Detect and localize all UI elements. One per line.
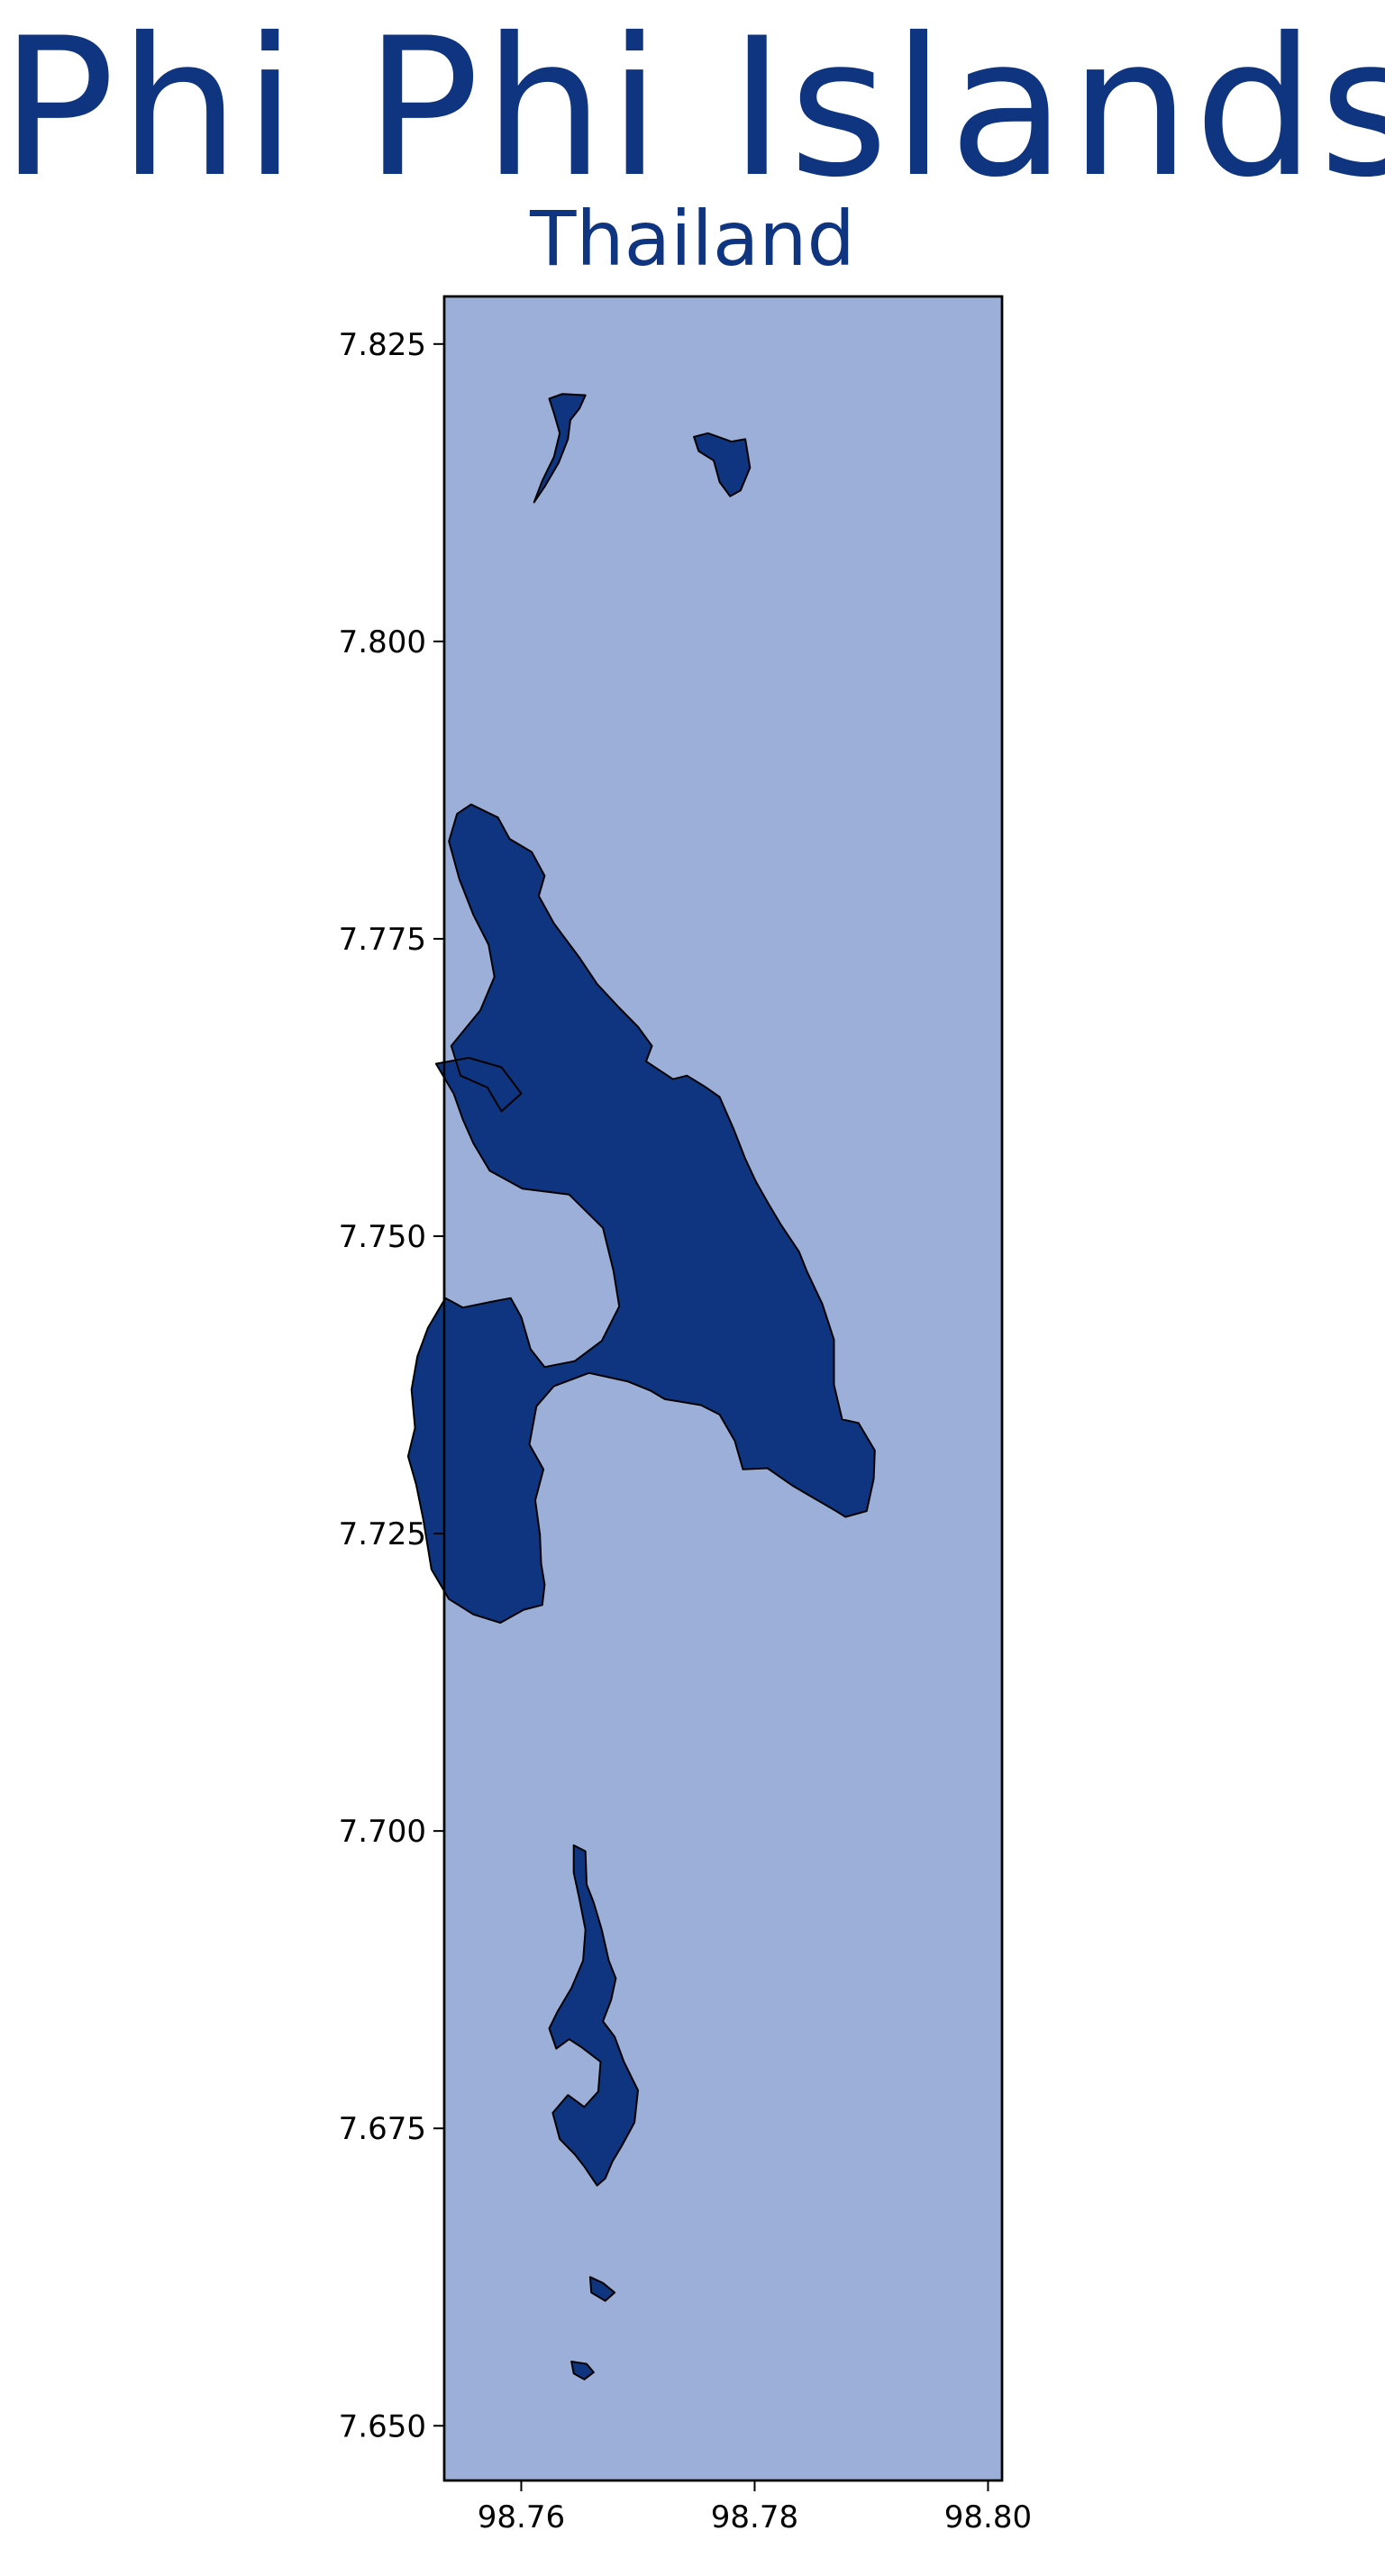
x-tick-label: 98.80	[944, 2499, 1032, 2535]
land-layer	[406, 393, 876, 2380]
island-bamboo-island	[693, 432, 752, 497]
y-tick-label: 7.725	[339, 1516, 426, 1552]
map-title: Phi Phi Islands	[0, 0, 1385, 219]
y-tick-label: 7.825	[339, 327, 426, 363]
island-koh-phi-phi-don	[406, 803, 876, 1625]
map-border	[442, 295, 1004, 2482]
island-bida-nai	[570, 2361, 595, 2380]
island-mosquito-island	[533, 393, 587, 504]
x-tick-label: 98.78	[711, 2499, 798, 2535]
y-tick-label: 7.675	[339, 2111, 426, 2147]
y-tick-label: 7.700	[339, 1814, 426, 1850]
x-tick-label: 98.76	[478, 2499, 565, 2535]
map-subtitle: Thailand	[530, 195, 855, 283]
y-tick-label: 7.650	[339, 2408, 426, 2444]
y-axis: 7.825 7.800 7.775 7.750 7.725 7.700 7.675 7.650	[339, 327, 444, 2444]
y-tick-label: 7.800	[339, 624, 426, 660]
island-bida-nok	[588, 2276, 616, 2302]
island-koh-phi-phi-leh	[548, 1844, 639, 2187]
y-tick-label: 7.775	[339, 922, 426, 958]
x-axis: 98.76 98.78 98.80	[478, 2480, 1032, 2535]
y-tick-label: 7.750	[339, 1219, 426, 1255]
